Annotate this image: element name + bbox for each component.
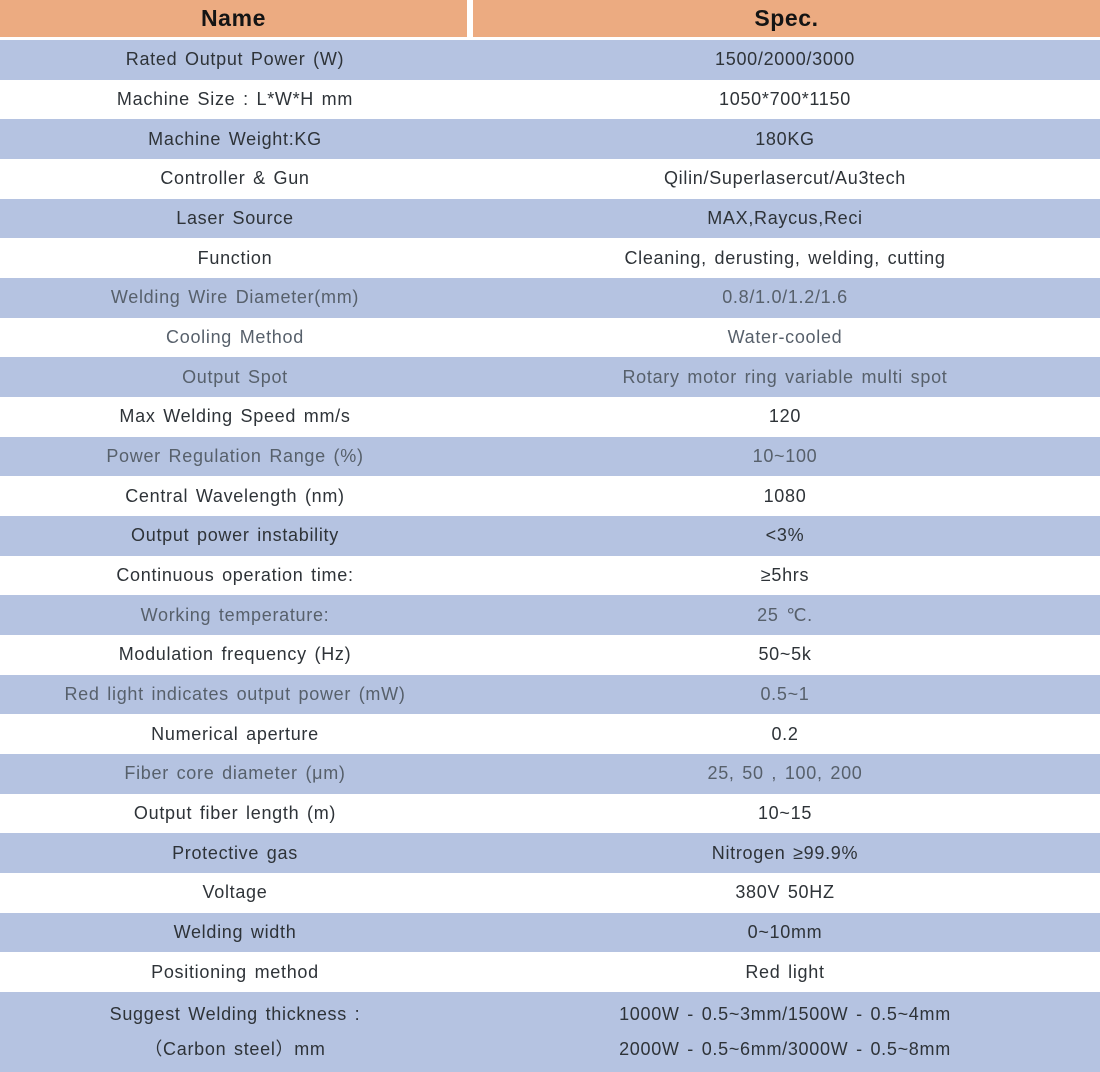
- table-row: Positioning method Red light: [0, 952, 1100, 993]
- row-name-cell: Fiber core diameter (μm): [124, 763, 346, 784]
- row-spec-cell: 380V 50HZ: [735, 882, 835, 903]
- row-name-cell: Rated Output Power (W): [125, 49, 345, 70]
- table-row: Suggest Welding thickness : （Carbon stee…: [0, 992, 1100, 1072]
- table-row: Rated Output Power (W) 1500/2000/3000: [0, 40, 1100, 80]
- table-row: Voltage 380V 50HZ: [0, 873, 1100, 913]
- row-name-cell: Modulation frequency (Hz): [118, 644, 352, 665]
- row-spec-cell: 10~15: [757, 803, 813, 824]
- table-row: Output power instability <3%: [0, 516, 1100, 556]
- table-row: Laser Source MAX,Raycus,Reci: [0, 198, 1100, 239]
- table-row: Central Wavelength (nm) 1080: [0, 476, 1100, 517]
- row-name-cell: Laser Source: [176, 207, 294, 228]
- table-row: Welding width 0~10mm: [0, 912, 1100, 953]
- row-name-cell: Output fiber length (m): [133, 803, 337, 824]
- table-row: Machine Size : L*W*H mm 1050*700*1150: [0, 79, 1100, 120]
- table-header: Name Spec.: [0, 0, 1100, 37]
- table-row: Protective gas Nitrogen ≥99.9%: [0, 833, 1100, 874]
- row-spec-cell: Rotary motor ring variable multi spot: [622, 366, 948, 387]
- row-name-cell: Red light indicates output power (mW): [64, 684, 406, 705]
- row-name-cell: Cooling Method: [166, 326, 304, 347]
- table-row: Output Spot Rotary motor ring variable m…: [0, 357, 1100, 398]
- row-spec-cell: 180KG: [755, 128, 815, 149]
- row-spec-cell: 1000W - 0.5~3mm/1500W - 0.5~4mm 2000W - …: [619, 1004, 951, 1060]
- row-spec-cell: 0.5~1: [760, 684, 810, 705]
- table-row: Continuous operation time: ≥5hrs: [0, 555, 1100, 596]
- row-spec-cell: <3%: [765, 525, 805, 546]
- row-spec-cell: 25 ℃.: [757, 604, 813, 625]
- table-row: Numerical aperture 0.2: [0, 714, 1100, 755]
- row-name-cell: Function: [197, 247, 273, 268]
- row-name-cell: Continuous operation time:: [116, 565, 354, 586]
- row-name-cell: Working temperature:: [140, 604, 330, 625]
- row-spec-cell: 1050*700*1150: [719, 88, 851, 109]
- row-name-cell: Positioning method: [151, 961, 319, 982]
- table-row: Working temperature: 25 ℃.: [0, 595, 1100, 636]
- row-name-cell: Machine Weight:KG: [148, 128, 322, 149]
- row-spec-cell: ≥5hrs: [760, 565, 810, 586]
- header-gap: [0, 37, 1100, 40]
- row-name-cell: Output Spot: [182, 366, 288, 387]
- row-spec-cell: Red light: [745, 961, 825, 982]
- row-spec-cell: 0.2: [771, 723, 799, 744]
- row-spec-cell: 25, 50 , 100, 200: [707, 763, 863, 784]
- row-spec-cell: Cleaning, derusting, welding, cutting: [624, 247, 946, 268]
- table-row: Cooling Method Water-cooled: [0, 317, 1100, 358]
- table-row: Welding Wire Diameter(mm) 0.8/1.0/1.2/1.…: [0, 278, 1100, 318]
- header-spec-cell: Spec.: [473, 0, 1100, 37]
- row-name-cell: Central Wavelength (nm): [125, 485, 345, 506]
- table-row: Controller & Gun Qilin/Superlasercut/Au3…: [0, 159, 1100, 199]
- table-row: Fiber core diameter (μm) 25, 50 , 100, 2…: [0, 754, 1100, 794]
- row-spec-cell: 10~100: [752, 446, 818, 466]
- row-spec-cell: Water-cooled: [727, 326, 843, 347]
- table-row: Function Cleaning, derusting, welding, c…: [0, 238, 1100, 279]
- row-name-cell: Suggest Welding thickness : （Carbon stee…: [109, 1004, 361, 1060]
- row-name-cell: Voltage: [202, 882, 268, 903]
- table-row: Output fiber length (m) 10~15: [0, 793, 1100, 834]
- row-name-cell: Output power instability: [131, 525, 339, 546]
- row-spec-cell: Qilin/Superlasercut/Au3tech: [663, 168, 907, 189]
- header-name-cell: Name: [0, 0, 467, 37]
- row-name-cell: Power Regulation Range (%): [106, 446, 364, 466]
- row-spec-cell: 1500/2000/3000: [715, 49, 855, 70]
- row-name-cell: Machine Size : L*W*H mm: [116, 88, 354, 109]
- row-spec-cell: 0~10mm: [747, 922, 823, 943]
- table-row: Max Welding Speed mm/s 120: [0, 397, 1100, 437]
- row-name-cell: Max Welding Speed mm/s: [119, 406, 351, 427]
- row-spec-cell: 120: [768, 406, 802, 427]
- row-name-cell: Protective gas: [172, 842, 298, 863]
- row-spec-cell: 0.8/1.0/1.2/1.6: [722, 287, 848, 308]
- row-spec-cell: Nitrogen ≥99.9%: [711, 842, 859, 863]
- row-spec-cell: 1080: [763, 485, 807, 506]
- header-divider: [467, 0, 473, 37]
- table-row: Machine Weight:KG 180KG: [0, 119, 1100, 160]
- table-body: Rated Output Power (W) 1500/2000/3000 Ma…: [0, 40, 1100, 1072]
- table-row: Power Regulation Range (%) 10~100: [0, 436, 1100, 477]
- row-name-cell: Welding width: [173, 922, 297, 943]
- table-row: Modulation frequency (Hz) 50~5k: [0, 635, 1100, 675]
- table-row: Red light indicates output power (mW) 0.…: [0, 674, 1100, 715]
- row-name-cell: Numerical aperture: [151, 723, 319, 744]
- row-name-cell: Controller & Gun: [160, 168, 310, 189]
- row-name-cell: Welding Wire Diameter(mm): [110, 287, 360, 308]
- row-spec-cell: 50~5k: [758, 644, 812, 665]
- row-spec-cell: MAX,Raycus,Reci: [707, 207, 863, 228]
